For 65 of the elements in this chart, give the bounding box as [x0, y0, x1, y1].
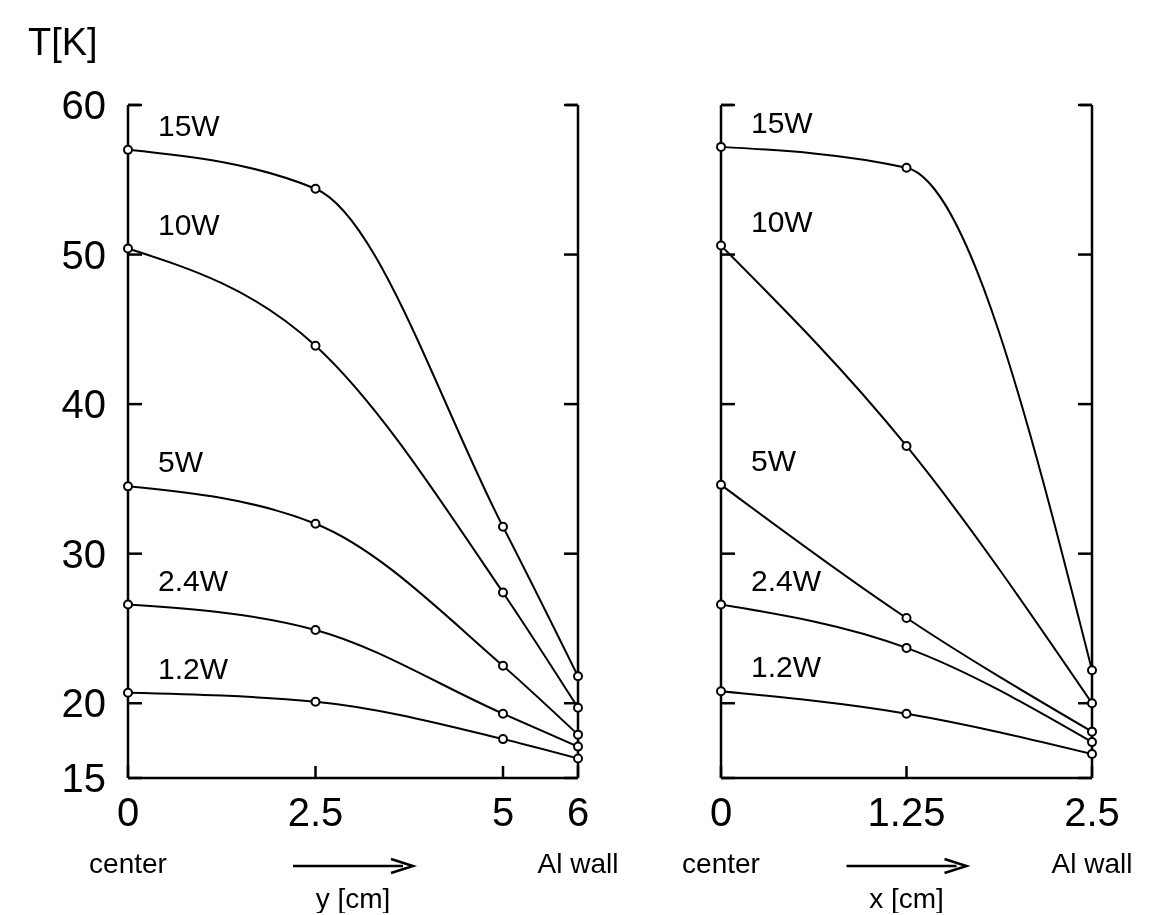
point: [123, 481, 133, 492]
point: [573, 741, 583, 752]
series-label: 2.4W: [751, 563, 822, 597]
point: [1087, 698, 1097, 709]
y-tick-label: 20: [61, 681, 106, 726]
point: [123, 687, 133, 698]
point: [716, 599, 726, 610]
point: [901, 642, 912, 653]
text: Al wall: [1051, 848, 1133, 879]
point: [123, 599, 133, 610]
text: center: [682, 848, 760, 879]
x-tick-label: 1.25: [867, 790, 946, 834]
point: [716, 141, 726, 152]
point: [573, 702, 583, 713]
point: [716, 240, 726, 251]
series-label: 15W: [751, 105, 814, 139]
x-tick-label: 5: [491, 790, 515, 834]
series-label: 15W: [158, 108, 221, 142]
x-axis-title: y [cm]: [315, 883, 391, 914]
series-label: 1.2W: [751, 650, 822, 684]
y-tick-label: 15: [61, 756, 106, 800]
y-tick-label: 50: [61, 232, 106, 277]
point: [716, 686, 726, 697]
y-axis-title: T[K]: [28, 21, 98, 63]
point: [901, 162, 912, 173]
point: [123, 144, 133, 155]
text: Al wall: [537, 848, 619, 879]
x-tick-label: 2.5: [1064, 790, 1120, 834]
point: [310, 696, 321, 707]
point: [310, 518, 321, 529]
x-tick-label: 6: [566, 790, 590, 834]
x-axis-title: x [cm]: [869, 883, 944, 914]
point: [1087, 726, 1097, 737]
point: [573, 753, 583, 764]
series-label: 10W: [158, 207, 221, 241]
y-tick-label: 60: [61, 83, 106, 127]
point: [901, 708, 912, 719]
point: [901, 612, 912, 623]
point: [123, 243, 133, 254]
series-label: 5W: [751, 443, 797, 477]
point: [498, 708, 508, 719]
x-tick-label: 0: [116, 790, 140, 834]
point: [310, 624, 321, 635]
point: [1087, 749, 1097, 760]
series-label: 10W: [751, 204, 814, 238]
point: [1087, 737, 1097, 748]
series-label: 5W: [158, 445, 204, 479]
point: [498, 734, 508, 745]
point: [498, 587, 508, 598]
point: [498, 660, 508, 671]
point: [310, 340, 321, 351]
point: [716, 479, 726, 490]
point: [1087, 665, 1097, 676]
series-label: 1.2W: [158, 651, 229, 685]
y-tick-label: 40: [61, 382, 106, 427]
point: [573, 729, 583, 740]
x-tick-label: 0: [709, 790, 733, 834]
y-tick-label: 30: [61, 531, 106, 576]
x-tick-label: 2.5: [287, 790, 344, 834]
point: [498, 521, 508, 532]
point: [310, 183, 321, 194]
text: center: [89, 848, 167, 879]
point: [573, 671, 583, 682]
series-label: 2.4W: [158, 563, 229, 597]
point: [901, 440, 912, 451]
